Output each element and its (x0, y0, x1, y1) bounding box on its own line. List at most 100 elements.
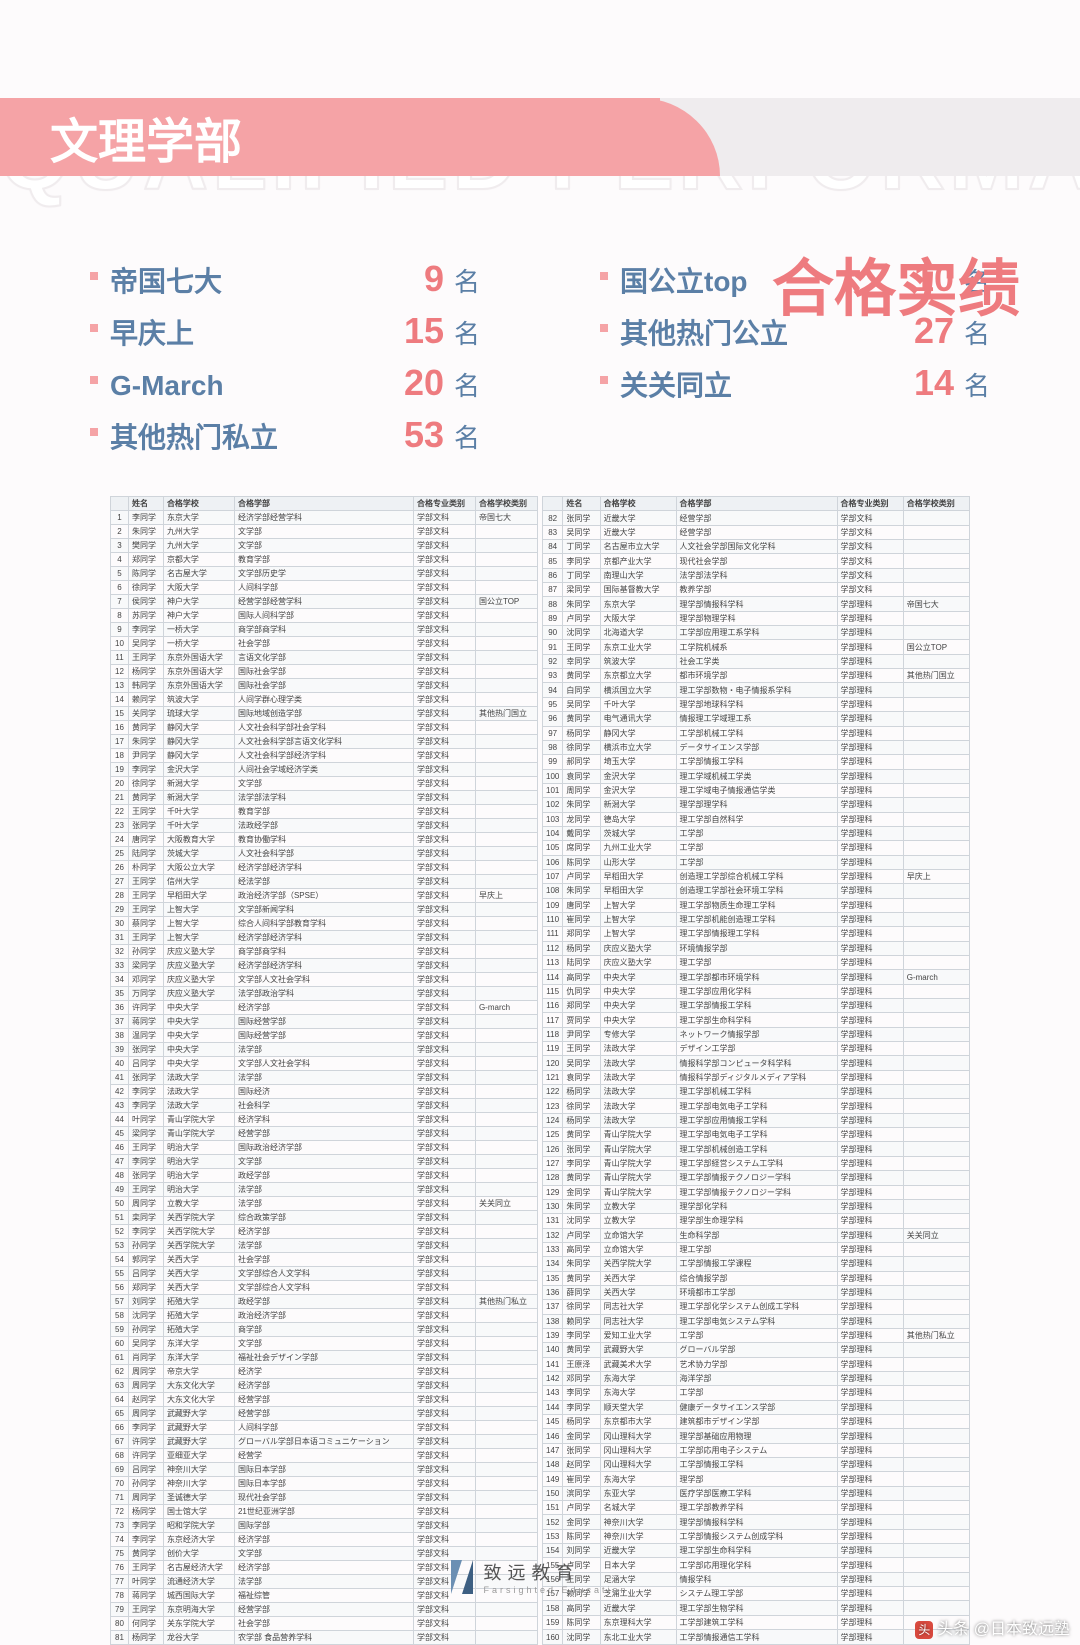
table-cell: 关西大学 (163, 1253, 234, 1267)
table-cell: 李同学 (563, 1328, 600, 1342)
table-cell: 137 (543, 1300, 563, 1314)
table-cell: 学部文科 (413, 1491, 475, 1505)
table-cell (903, 1415, 969, 1429)
table-cell: 27 (111, 875, 129, 889)
table-cell: 国际经营学部 (234, 1015, 413, 1029)
table-cell: 经济学部 (234, 1001, 413, 1015)
table-cell (475, 1351, 537, 1365)
table-cell: 学部理科 (837, 1458, 903, 1472)
table-cell: 28 (111, 889, 129, 903)
table-cell: 学部理科 (837, 855, 903, 869)
table-cell: 理学部情报科学科 (676, 1515, 837, 1529)
table-cell (903, 755, 969, 769)
table-cell: 学部文科 (413, 1085, 475, 1099)
table-cell: 其他热门国立 (475, 707, 537, 721)
table-cell: 法学部 (234, 1183, 413, 1197)
table-row: 72杨同学国士馆大学21世纪亚洲学部学部文科 (111, 1505, 538, 1519)
table-row: 68许同学亚细亚大学经营学学部文科 (111, 1449, 538, 1463)
table-cell: 电气通讯大学 (600, 712, 676, 726)
table-cell: 栾同学 (129, 1211, 164, 1225)
table-cell: 拓殖大学 (163, 1309, 234, 1323)
table-cell: 学部文科 (413, 1351, 475, 1365)
table-cell: 尹同学 (129, 749, 164, 763)
table-cell: 庆应义塾大学 (163, 973, 234, 987)
table-cell: 许同学 (129, 1435, 164, 1449)
table-cell: 金同学 (563, 1185, 600, 1199)
table-cell (903, 1458, 969, 1472)
table-cell: 李同学 (129, 511, 164, 525)
table-cell: 学部理科 (837, 1285, 903, 1299)
table-cell (475, 1491, 537, 1505)
table-cell: 情报科学部ディジタルメディア学科 (676, 1070, 837, 1084)
table-cell: 学部文科 (413, 1421, 475, 1435)
table-cell (475, 1435, 537, 1449)
table-cell: 苏同学 (129, 609, 164, 623)
table-cell: 148 (543, 1458, 563, 1472)
table-row: 11王同学东京外国语大学言语文化学部学部文科 (111, 651, 538, 665)
table-cell: 杨同学 (563, 941, 600, 955)
table-cell: 学部文科 (413, 1225, 475, 1239)
table-cell: 关同学 (129, 707, 164, 721)
table-cell (475, 553, 537, 567)
table-cell: 法政经学部 (234, 819, 413, 833)
table-cell: 133 (543, 1242, 563, 1256)
table-cell: 顺天堂大学 (600, 1400, 676, 1414)
table-row: 33梁同学庆应义塾大学经济学部经济学科学部文科 (111, 959, 538, 973)
table-cell: 学部文科 (413, 581, 475, 595)
table-row: 82张同学近畿大学经营学部学部文科 (543, 511, 970, 525)
table-cell: 金同学 (563, 1515, 600, 1529)
table-cell: 49 (111, 1183, 129, 1197)
table-cell: G-march (903, 970, 969, 984)
table-row: 84丁同学名古屋市立大学人文社会学部国际文化学科学部文科 (543, 540, 970, 554)
table-cell (475, 1057, 537, 1071)
table-header-cell: 姓名 (129, 497, 164, 511)
table-cell: 仇同学 (563, 984, 600, 998)
table-cell (475, 1169, 537, 1183)
table-cell: 朱同学 (563, 597, 600, 611)
table-cell (475, 679, 537, 693)
table-row: 138赖同学同志社大学理工学部电気システム学科学部理科 (543, 1314, 970, 1328)
table-cell: 工学院机械系 (676, 640, 837, 654)
table-cell: 徐同学 (563, 740, 600, 754)
table-cell (903, 1429, 969, 1443)
table-cell: 学部理科 (837, 984, 903, 998)
table-cell: 金沢大学 (600, 783, 676, 797)
table-cell: 学部理科 (837, 669, 903, 683)
table-cell: 幸同学 (563, 654, 600, 668)
table-cell: 拓殖大学 (163, 1323, 234, 1337)
table-cell: 学部文科 (413, 1603, 475, 1617)
table-cell: 神奈川大学 (600, 1529, 676, 1543)
table-cell: 人文社会科学部社会学科 (234, 721, 413, 735)
table-cell: 张同学 (563, 1443, 600, 1457)
table-cell: 142 (543, 1371, 563, 1385)
table-cell: 邓同学 (129, 973, 164, 987)
table-cell: 146 (543, 1429, 563, 1443)
table-cell: 创造理工学部综合机械工学科 (676, 869, 837, 883)
table-cell: 教育学部 (234, 805, 413, 819)
table-cell: 学部理科 (837, 1615, 903, 1629)
table-cell: 神户大学 (163, 595, 234, 609)
table-row: 10吴同学一桥大学社会学部学部文科 (111, 637, 538, 651)
table-cell: 青山学院大学 (600, 1156, 676, 1170)
table-cell: 学部理科 (837, 712, 903, 726)
table-cell: 学部理科 (837, 1156, 903, 1170)
table-cell: 109 (543, 898, 563, 912)
table-cell (903, 1199, 969, 1213)
stat-row: G-March20名 (90, 362, 480, 404)
table-row: 46王同学明治大学国际政治经济学部学部文科 (111, 1141, 538, 1155)
table-cell: 学部理科 (837, 654, 903, 668)
bullet-icon (90, 272, 98, 280)
table-cell: 薛同学 (563, 1285, 600, 1299)
table-cell: 陈同学 (563, 855, 600, 869)
table-cell: 新潟大学 (163, 777, 234, 791)
table-cell: 神户大学 (163, 609, 234, 623)
table-cell: 学部文科 (413, 1029, 475, 1043)
table-cell: 早庆上 (903, 869, 969, 883)
table-cell: 经营学部经营学科 (234, 595, 413, 609)
table-cell: 言语文化学部 (234, 651, 413, 665)
table-cell: 26 (111, 861, 129, 875)
table-cell: 10 (111, 637, 129, 651)
table-row: 53孙同学关西学院大学法学部学部文科 (111, 1239, 538, 1253)
table-row: 113陆同学庆应义塾大学理工学部学部理科 (543, 956, 970, 970)
table-cell: 横浜市立大学 (600, 740, 676, 754)
